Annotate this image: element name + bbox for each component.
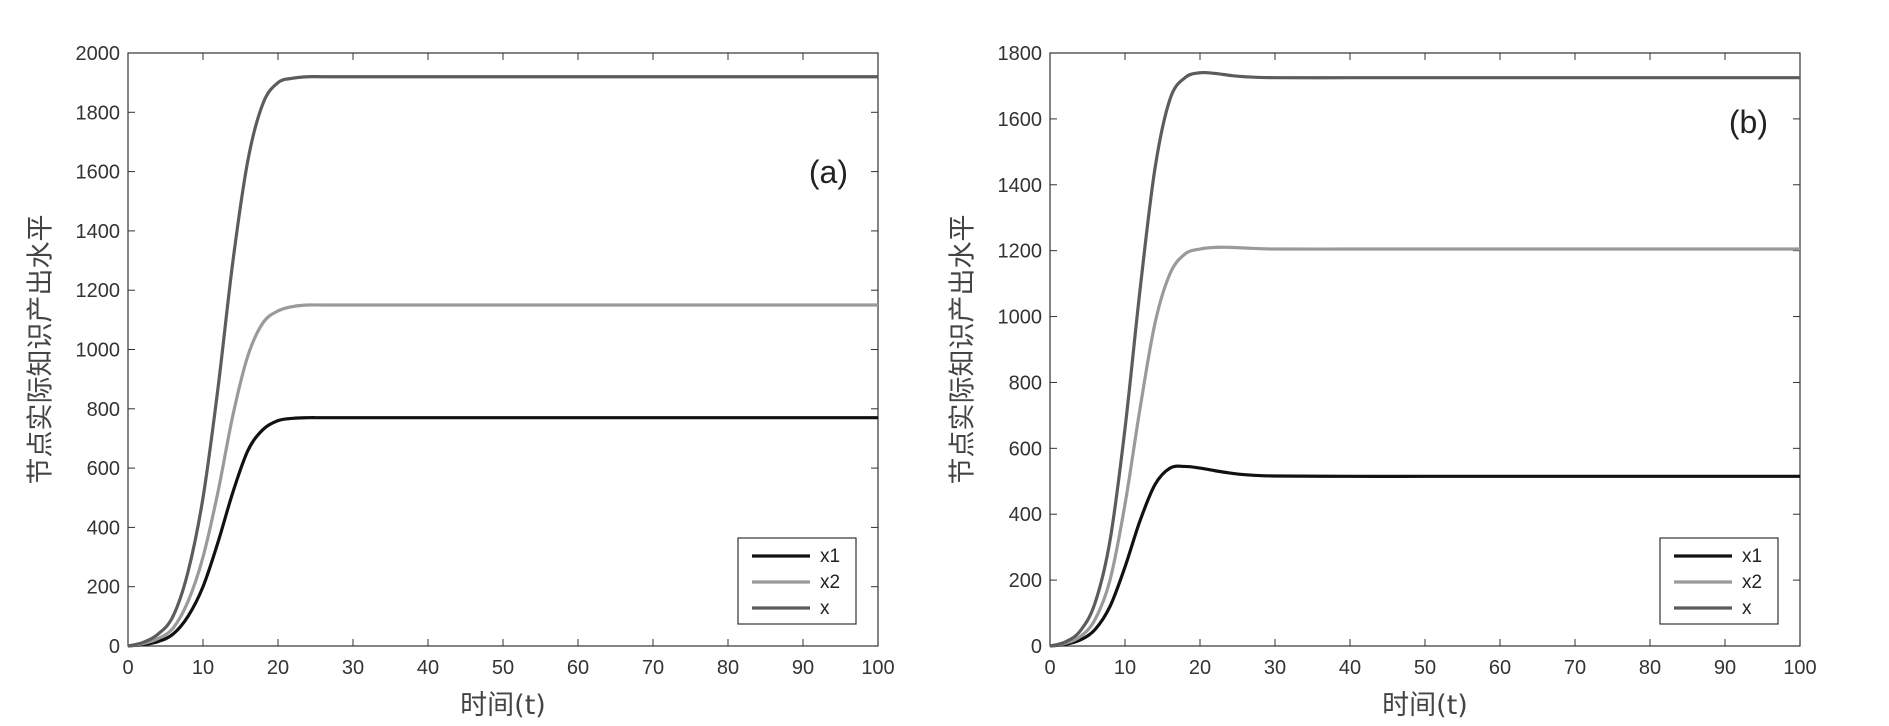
y-tick-label: 1200 (76, 280, 121, 302)
x-tick-label: 10 (1114, 657, 1136, 679)
panel-label: (a) (809, 154, 848, 190)
chart-panel-2: 0 10 20 30 40 50 60 70 80 90 100020040060080010001… (948, 43, 1817, 721)
x-tick-label: 60 (1489, 657, 1511, 679)
y-tick-label: 1800 (998, 43, 1043, 65)
x-tick-label: 50 (1414, 657, 1436, 679)
x-tick-label: 100 (861, 657, 894, 679)
legend: x1 x2 x (737, 537, 857, 625)
y-tick-label: 2000 (76, 43, 121, 65)
legend-label-x2: x2 (820, 572, 840, 593)
y-tick-label: 0 (1031, 636, 1042, 658)
legend-label-x1: x1 (820, 546, 840, 567)
y-tick-label: 200 (1009, 570, 1042, 592)
x-tick-label: 90 (1714, 657, 1736, 679)
y-tick-label: 1600 (76, 162, 121, 184)
x-tick-label: 30 (1264, 657, 1286, 679)
series-line-x (1049, 70, 1800, 648)
chart-panel-1: 0 10 20 30 40 50 60 70 80 90 100020040060080010001… (26, 43, 895, 721)
series-line-x1 (127, 416, 878, 648)
y-axis-label: 节点实际知识产出水平 (26, 215, 57, 485)
x-tick-label: 90 (792, 657, 814, 679)
x-tick-label: 10 (192, 657, 214, 679)
x-tick-label: 0 (1044, 657, 1055, 679)
y-tick-label: 1000 (998, 307, 1043, 329)
y-tick-label: 0 (109, 636, 120, 658)
x-axis-label: 时间(t) (460, 690, 546, 721)
series-line-x1 (1049, 464, 1800, 648)
series-line-x (127, 75, 878, 648)
x-tick-label: 40 (417, 657, 439, 679)
x-tick-label: 80 (1639, 657, 1661, 679)
y-tick-label: 800 (1009, 372, 1042, 394)
y-tick-label: 400 (87, 517, 120, 539)
x-tick-label: 50 (492, 657, 514, 679)
x-tick-label: 60 (567, 657, 589, 679)
y-tick-label: 1800 (76, 102, 121, 124)
x-tick-label: 100 (1783, 657, 1816, 679)
x-tick-label: 70 (642, 657, 664, 679)
y-tick-label: 800 (87, 399, 120, 421)
legend-label-x: x (1742, 598, 1752, 619)
y-tick-label: 1000 (76, 340, 121, 362)
y-tick-label: 1400 (998, 175, 1043, 197)
legend: x1 x2 x (1659, 537, 1779, 625)
legend-label-x2: x2 (1742, 572, 1762, 593)
legend-label-x1: x1 (1742, 546, 1762, 567)
x-tick-label: 40 (1339, 657, 1361, 679)
x-tick-label: 0 (122, 657, 133, 679)
series-line-x2 (127, 303, 878, 648)
y-tick-label: 200 (87, 577, 120, 599)
x-axis-label: 时间(t) (1382, 690, 1468, 721)
panel-label: (b) (1729, 104, 1768, 140)
y-tick-label: 1400 (76, 221, 121, 243)
y-tick-label: 400 (1009, 504, 1042, 526)
x-tick-label: 30 (342, 657, 364, 679)
y-tick-label: 600 (87, 458, 120, 480)
series-line-x2 (1049, 245, 1800, 648)
x-tick-label: 70 (1564, 657, 1586, 679)
x-tick-label: 20 (267, 657, 289, 679)
x-tick-label: 20 (1189, 657, 1211, 679)
y-tick-label: 1200 (998, 241, 1043, 263)
y-tick-label: 600 (1009, 438, 1042, 460)
legend-label-x: x (820, 598, 830, 619)
x-tick-label: 80 (717, 657, 739, 679)
y-tick-label: 1600 (998, 109, 1043, 131)
y-axis-label: 节点实际知识产出水平 (948, 215, 979, 485)
